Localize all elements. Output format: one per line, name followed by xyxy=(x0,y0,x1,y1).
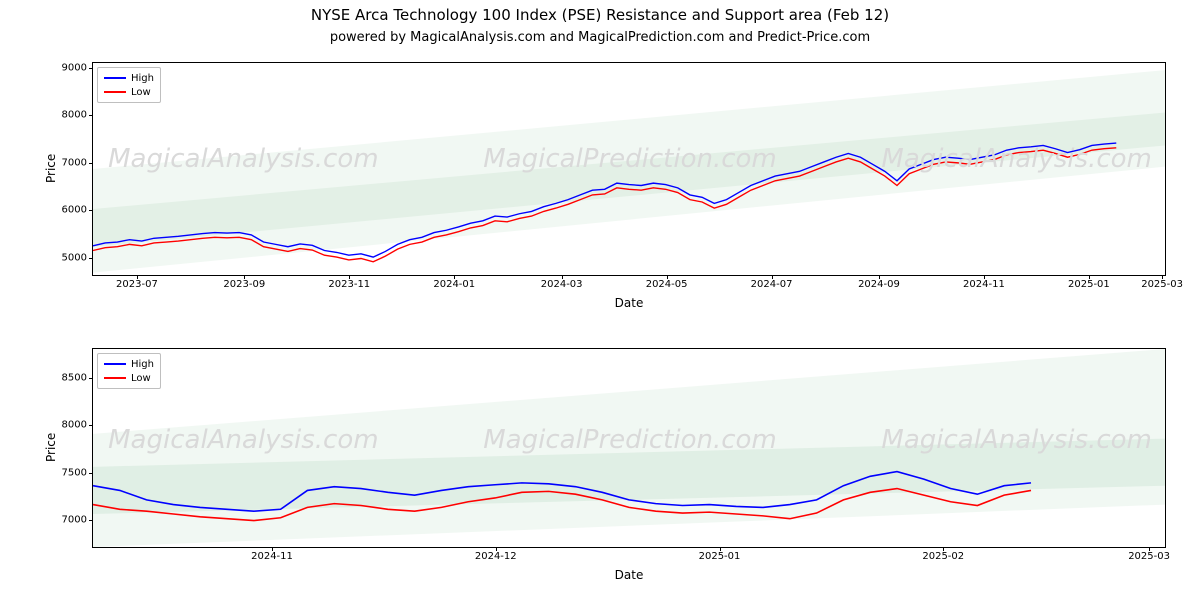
figure: NYSE Arca Technology 100 Index (PSE) Res… xyxy=(0,0,1200,600)
x-tick-label: 2024-12 xyxy=(475,547,517,562)
y-axis-label-top: Price xyxy=(44,154,58,183)
y-tick-label: 7000 xyxy=(62,515,93,526)
x-tick-label: 2024-05 xyxy=(646,275,688,290)
legend-swatch xyxy=(104,363,126,365)
chart-panel-top: HighLow MagicalAnalysis.com MagicalPredi… xyxy=(92,62,1166,276)
legend-item: High xyxy=(104,71,154,85)
y-tick-label: 7500 xyxy=(62,467,93,478)
legend-swatch xyxy=(104,77,126,79)
x-tick-label: 2023-11 xyxy=(328,275,370,290)
y-tick-label: 6000 xyxy=(62,205,93,216)
page-title: NYSE Arca Technology 100 Index (PSE) Res… xyxy=(0,6,1200,24)
x-tick-label: 2025-02 xyxy=(922,547,964,562)
support-resistance-band xyxy=(93,70,1165,273)
y-tick-label: 7000 xyxy=(62,157,93,168)
x-tick-label: 2025-03 xyxy=(1141,275,1183,290)
x-tick-label: 2024-01 xyxy=(433,275,475,290)
chart-svg-bottom xyxy=(93,349,1165,547)
legend-label: Low xyxy=(131,373,151,384)
legend-top: High Low xyxy=(97,67,161,103)
y-axis-label-bottom: Price xyxy=(44,433,58,462)
x-tick-label: 2024-09 xyxy=(858,275,900,290)
legend-swatch xyxy=(104,377,126,379)
x-tick-label: 2024-11 xyxy=(963,275,1005,290)
legend-bottom: High Low xyxy=(97,353,161,389)
y-tick-label: 8000 xyxy=(62,420,93,431)
x-axis-label-bottom: Date xyxy=(92,568,1166,582)
page-subtitle: powered by MagicalAnalysis.com and Magic… xyxy=(0,30,1200,45)
x-tick-label: 2025-01 xyxy=(1068,275,1110,290)
x-axis-label-top: Date xyxy=(92,296,1166,310)
legend-label: Low xyxy=(131,87,151,98)
x-tick-label: 2023-09 xyxy=(223,275,265,290)
x-tick-label: 2023-07 xyxy=(116,275,158,290)
y-tick-label: 8500 xyxy=(62,372,93,383)
x-tick-label: 2024-03 xyxy=(541,275,583,290)
y-tick-label: 5000 xyxy=(62,252,93,263)
x-tick-label: 2025-01 xyxy=(699,547,741,562)
legend-item: Low xyxy=(104,371,154,385)
x-tick-label: 2025-03 xyxy=(1128,547,1170,562)
legend-label: High xyxy=(131,359,154,370)
x-tick-label: 2024-07 xyxy=(751,275,793,290)
legend-item: High xyxy=(104,357,154,371)
support-resistance-band xyxy=(93,349,1165,547)
legend-item: Low xyxy=(104,85,154,99)
legend-swatch xyxy=(104,91,126,93)
y-tick-label: 8000 xyxy=(62,110,93,121)
x-tick-label: 2024-11 xyxy=(251,547,293,562)
legend-label: High xyxy=(131,73,154,84)
chart-panel-bottom: HighLow MagicalAnalysis.com MagicalPredi… xyxy=(92,348,1166,548)
y-tick-label: 9000 xyxy=(62,62,93,73)
chart-svg-top xyxy=(93,63,1165,275)
